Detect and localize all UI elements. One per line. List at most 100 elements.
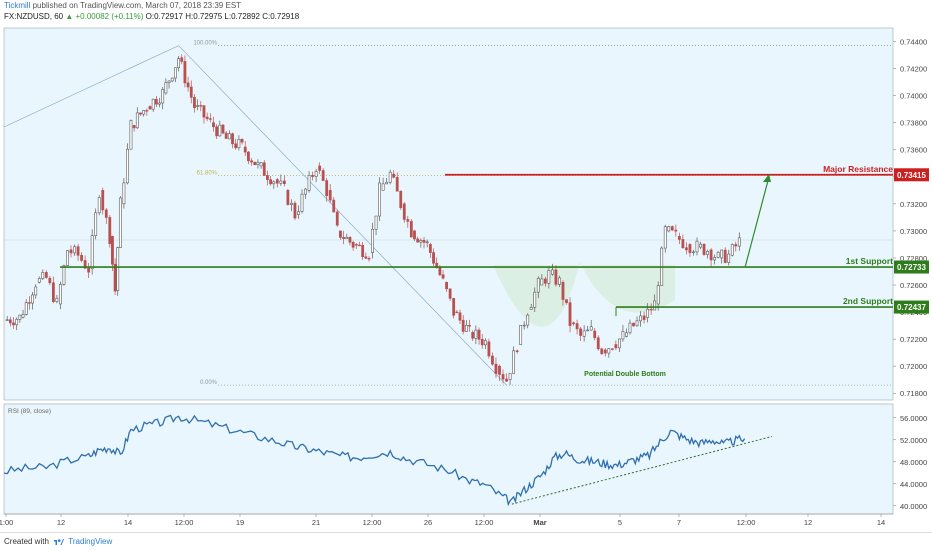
chart-footer: Created with TradingView (0, 532, 932, 551)
candle-body (649, 308, 653, 311)
candle-body (158, 102, 161, 105)
time-axis-label: 14 (877, 518, 885, 527)
candle-body (41, 272, 45, 279)
support-1-price-badge (894, 260, 929, 274)
candle-body (720, 249, 724, 259)
candle-body (392, 173, 396, 178)
double-bottom-label: Potential Double Bottom (584, 371, 666, 378)
candle-body (199, 105, 203, 107)
candle-body (275, 179, 279, 184)
candle-body (582, 330, 586, 337)
publish-info: Tickmill published on TradingView.com, M… (4, 1, 241, 10)
candle-body (702, 243, 706, 255)
candle-body (118, 197, 122, 248)
candle-body (31, 294, 34, 304)
candle-body (432, 252, 435, 264)
author-link[interactable]: Tickmill (4, 1, 31, 10)
candle-body (161, 89, 165, 104)
candle-body (550, 269, 554, 275)
candle-body (529, 307, 533, 310)
candle-body (628, 322, 632, 334)
price-axis-label: 0.72800 (900, 254, 927, 263)
candle-body (519, 325, 523, 345)
candle-body (12, 322, 15, 326)
support-2-price-badge (894, 300, 929, 314)
candle-body (183, 61, 187, 84)
candle-body (455, 311, 459, 314)
time-axis-label: 12 (804, 518, 812, 527)
rsi-axis-label: 56.0000 (900, 414, 927, 423)
candle-body (642, 315, 646, 320)
second-support-label: 2nd Support (843, 296, 893, 306)
candle-body (342, 237, 346, 239)
price-axis-label: 0.73600 (900, 146, 927, 155)
candle-body (388, 171, 392, 183)
candle-body (282, 180, 286, 184)
time-axis-label: 12:00 (737, 518, 756, 527)
candle-body (237, 139, 241, 149)
candle-body (142, 110, 146, 115)
candle-body (69, 249, 73, 254)
symbol-label: FX:NZDUSD, 60 (4, 12, 64, 21)
candle-body (173, 67, 177, 79)
time-axis-label: 12:00 (363, 518, 382, 527)
candle-body (572, 322, 575, 324)
candle-body (441, 274, 445, 279)
candle-body (66, 250, 69, 266)
candle-body (561, 282, 565, 300)
candle-body (290, 202, 293, 205)
support-1-price-badge-text: 0.72733 (897, 263, 926, 272)
candle-body (104, 209, 108, 218)
candle-body (593, 330, 597, 339)
candle-body (262, 162, 266, 176)
candle-body (713, 257, 717, 261)
candle-body (677, 236, 681, 240)
candle-body (24, 302, 28, 315)
candle-body (600, 348, 604, 355)
rsi-axis-label: 40.0000 (900, 502, 927, 511)
candle-body (111, 236, 114, 265)
candle-body (51, 282, 55, 302)
fib-level-label: 61.80% (197, 170, 218, 176)
candle-body (409, 221, 413, 238)
price-panel (3, 27, 894, 401)
candle-body (300, 193, 304, 212)
candle-body (15, 319, 19, 326)
candle-body (371, 228, 374, 253)
candle-body (505, 378, 508, 382)
candle-body (395, 177, 399, 192)
candle-body (474, 329, 478, 339)
candle-body (737, 237, 741, 247)
tradingview-brand[interactable]: TradingView (68, 537, 113, 546)
price-axis-label: 0.74400 (900, 38, 927, 47)
price-axis-label: 0.72200 (900, 335, 927, 344)
price-axis-label: 0.73000 (900, 227, 927, 236)
candle-body (122, 182, 126, 205)
candle-body (413, 230, 416, 240)
candle-body (688, 244, 692, 254)
candle-body (345, 237, 349, 239)
candle-body (498, 365, 501, 375)
tradingview-logo-icon (54, 539, 65, 545)
candle-body (487, 341, 491, 357)
rsi-axis-label: 52.0000 (900, 436, 927, 445)
candle-body (167, 80, 171, 83)
candle-body (575, 323, 579, 330)
candle-body (227, 133, 231, 140)
candle-body (727, 253, 731, 263)
candle-body (610, 348, 614, 350)
candle-body (374, 215, 378, 230)
candle-body (483, 340, 487, 346)
first-support-label: 1st Support (846, 256, 893, 266)
publish-text: published on TradingView.com, March 07, … (32, 1, 242, 10)
rsi-panel (3, 403, 894, 515)
fib-anchor-line (3, 45, 179, 128)
candle-body (367, 258, 371, 260)
candle-body (706, 251, 709, 255)
candle-body (221, 124, 225, 134)
price-axis-label: 0.72600 (900, 281, 927, 290)
candle-body (59, 284, 62, 305)
candle-body (709, 249, 713, 261)
candle-body (632, 322, 635, 327)
